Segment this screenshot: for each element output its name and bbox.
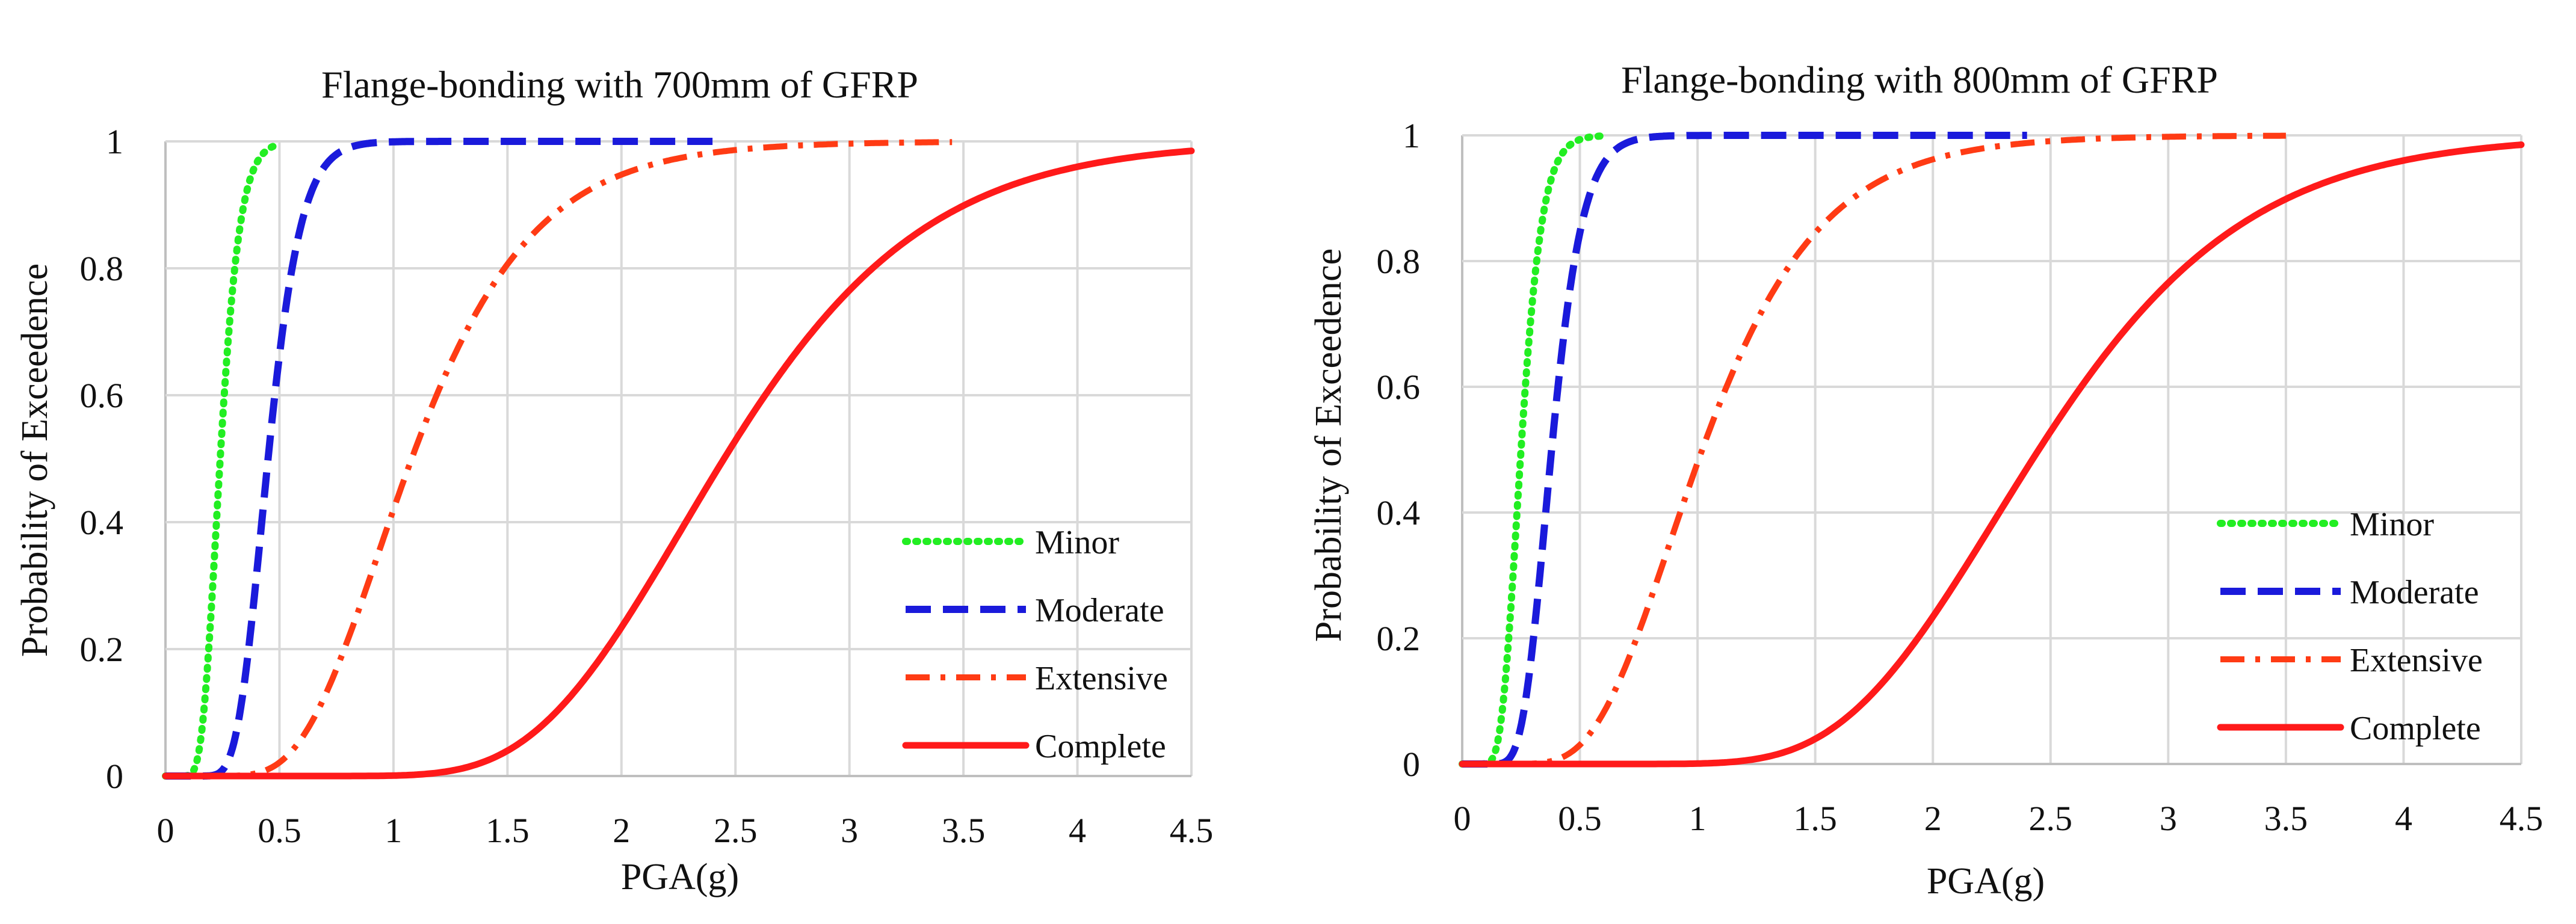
x-axis-label: PGA(g) <box>621 857 739 898</box>
legend-label-complete: Complete <box>2350 710 2481 747</box>
series-line-extensive <box>1462 132 2286 767</box>
x-tick-label: 3.5 <box>942 811 986 850</box>
x-tick-label: 1.5 <box>486 811 530 850</box>
x-tick-label: 0.5 <box>1558 799 1602 838</box>
chart-800mm: Flange-bonding with 800mm of GFRP 0 0.5 1 1… <box>1308 58 2543 902</box>
chart-700mm: Flange-bonding with 700mm of GFRP 0 0.5 1 1… <box>14 63 1213 898</box>
x-tick-label: 3 <box>841 811 858 850</box>
plot-area <box>162 138 1195 780</box>
y-tick-label: 0.8 <box>1377 242 1421 281</box>
y-tick-label: 0 <box>106 757 123 796</box>
x-tick-label: 4 <box>1069 811 1086 850</box>
x-tick-label: 0 <box>1454 799 1471 838</box>
series-line-complete <box>162 147 1195 780</box>
chart-title: Flange-bonding with 800mm of GFRP <box>1621 58 2218 101</box>
legend-label-extensive: Extensive <box>1035 660 1168 697</box>
x-axis-ticks: 0 0.5 1 1.5 2 2.5 3 3.5 4 4.5 <box>157 811 1214 850</box>
x-tick-label: 3 <box>2160 799 2177 838</box>
x-tick-label: 2.5 <box>714 811 758 850</box>
legend-label-moderate: Moderate <box>1035 592 1164 629</box>
x-tick-label: 0 <box>157 811 175 850</box>
y-tick-label: 1 <box>1403 116 1420 155</box>
x-tick-label: 2.5 <box>2029 799 2073 838</box>
y-tick-label: 0.4 <box>1377 493 1421 532</box>
x-tick-label: 2 <box>613 811 630 850</box>
legend: Minor Moderate Extensive Complete <box>902 524 1168 765</box>
y-axis-ticks: 0 0.2 0.4 0.6 0.8 1 <box>80 122 124 796</box>
legend-label-extensive: Extensive <box>2350 642 2483 679</box>
x-tick-label: 3.5 <box>2264 799 2308 838</box>
legend: Minor Moderate Extensive Complete <box>2217 506 2483 747</box>
series-line-moderate <box>1462 132 2027 768</box>
x-axis-label: PGA(g) <box>1927 861 2045 902</box>
x-tick-label: 2 <box>1924 799 1942 838</box>
x-tick-label: 4.5 <box>2500 799 2544 838</box>
x-tick-label: 1 <box>1689 799 1707 838</box>
y-tick-label: 0 <box>1403 745 1420 784</box>
y-axis-label: Probability of Exceedence <box>1308 248 1349 642</box>
x-tick-label: 0.5 <box>258 811 301 850</box>
series-line-minor <box>162 142 279 780</box>
series-line-extensive <box>165 139 953 779</box>
legend-label-moderate: Moderate <box>2350 574 2479 611</box>
y-axis-ticks: 0 0.2 0.4 0.6 0.8 1 <box>1377 116 1421 784</box>
x-tick-label: 1.5 <box>1793 799 1837 838</box>
legend-label-minor: Minor <box>1035 524 1119 561</box>
y-tick-label: 0.6 <box>1377 368 1421 407</box>
x-axis-ticks: 0 0.5 1 1.5 2 2.5 3 3.5 4 4.5 <box>1454 799 2544 838</box>
plot-area <box>1459 132 2525 768</box>
y-tick-label: 0.8 <box>80 249 124 288</box>
legend-label-complete: Complete <box>1035 728 1166 765</box>
series-line-moderate <box>165 138 713 780</box>
y-axis-label: Probability of Exceedence <box>14 263 55 657</box>
x-tick-label: 4.5 <box>1170 811 1214 850</box>
y-tick-label: 0.6 <box>80 376 124 415</box>
x-tick-label: 4 <box>2395 799 2412 838</box>
y-tick-label: 1 <box>106 122 123 161</box>
series-line-complete <box>1459 141 2525 768</box>
y-tick-label: 0.2 <box>80 630 124 669</box>
legend-label-minor: Minor <box>2350 506 2434 543</box>
y-tick-label: 0.2 <box>1377 619 1421 658</box>
chart-title: Flange-bonding with 700mm of GFRP <box>321 63 918 106</box>
x-tick-label: 1 <box>385 811 402 850</box>
y-tick-label: 0.4 <box>80 503 124 542</box>
